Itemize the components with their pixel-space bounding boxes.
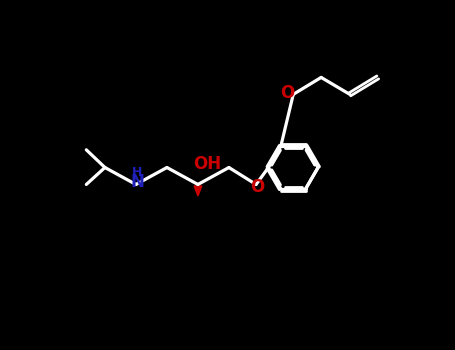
Text: N: N <box>131 173 144 191</box>
Text: O: O <box>250 178 265 196</box>
Text: H: H <box>132 166 143 178</box>
Polygon shape <box>194 186 202 196</box>
Text: O: O <box>280 84 294 102</box>
Text: OH: OH <box>193 155 221 173</box>
